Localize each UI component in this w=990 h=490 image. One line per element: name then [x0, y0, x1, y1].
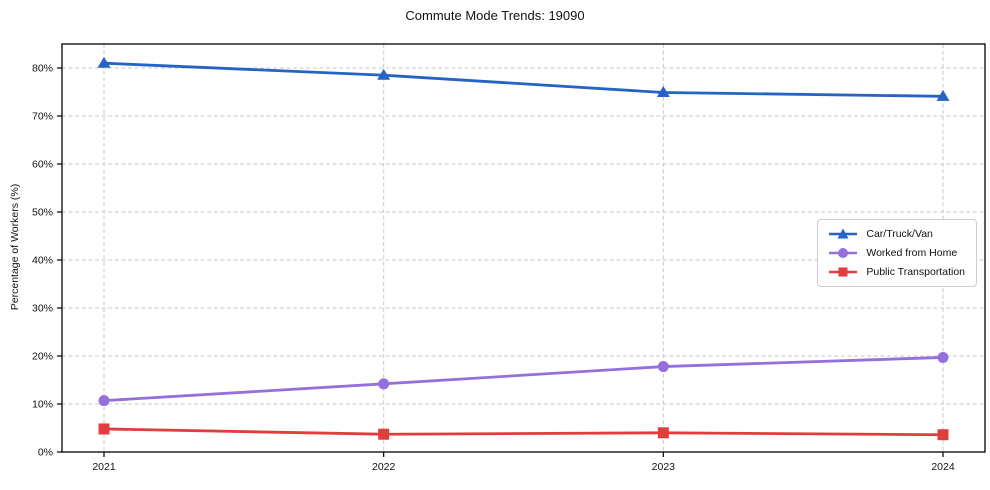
- y-tick-label: 0%: [38, 447, 53, 459]
- y-tick-label: 50%: [32, 207, 53, 219]
- y-tick-label: 60%: [32, 159, 53, 171]
- x-tick-label: 2022: [372, 461, 396, 473]
- y-tick-label: 40%: [32, 255, 53, 267]
- data-point-marker: [98, 423, 110, 435]
- legend-marker-circle-icon: [829, 248, 858, 258]
- data-point-marker: [937, 351, 949, 363]
- legend-label: Car/Truck/Van: [866, 228, 933, 240]
- y-tick-label: 80%: [32, 63, 53, 75]
- plot-box: [61, 43, 986, 453]
- legend-marker-square-icon: [829, 267, 858, 277]
- y-tick-label: 10%: [32, 399, 53, 411]
- y-tick-label: 70%: [32, 111, 53, 123]
- data-point-marker: [377, 68, 391, 80]
- y-tick-label: 30%: [32, 303, 53, 315]
- data-point-marker: [378, 428, 390, 440]
- x-tick-label: 2021: [92, 461, 116, 473]
- data-point-marker: [657, 427, 669, 439]
- legend-label: Public Transportation: [866, 266, 965, 278]
- data-point-marker: [657, 361, 669, 373]
- legend-item-worked-from-home: Worked from Home: [828, 246, 965, 260]
- series-line-square: [102, 427, 945, 437]
- legend-label: Worked from Home: [866, 247, 958, 259]
- data-point-marker: [378, 378, 390, 390]
- data-point-marker: [97, 56, 111, 68]
- legend-marker-triangle-icon: [829, 228, 858, 239]
- chart-title: Commute Mode Trends: 19090: [405, 8, 585, 23]
- series-line-circle: [102, 356, 945, 403]
- data-point-marker: [937, 429, 949, 441]
- data-point-marker: [936, 89, 950, 101]
- chart-legend: Car/Truck/Van Worked from Home Public Tr…: [817, 219, 977, 287]
- series-line-triangle: [102, 61, 945, 98]
- y-tick-label: 20%: [32, 351, 53, 363]
- data-point-marker: [656, 85, 670, 97]
- x-tick-label: 2024: [931, 461, 955, 473]
- legend-item-car-truck-van: Car/Truck/Van: [828, 227, 965, 241]
- x-tick-label: 2023: [652, 461, 676, 473]
- legend-item-public-transportation: Public Transportation: [828, 265, 965, 279]
- data-point-marker: [98, 395, 110, 407]
